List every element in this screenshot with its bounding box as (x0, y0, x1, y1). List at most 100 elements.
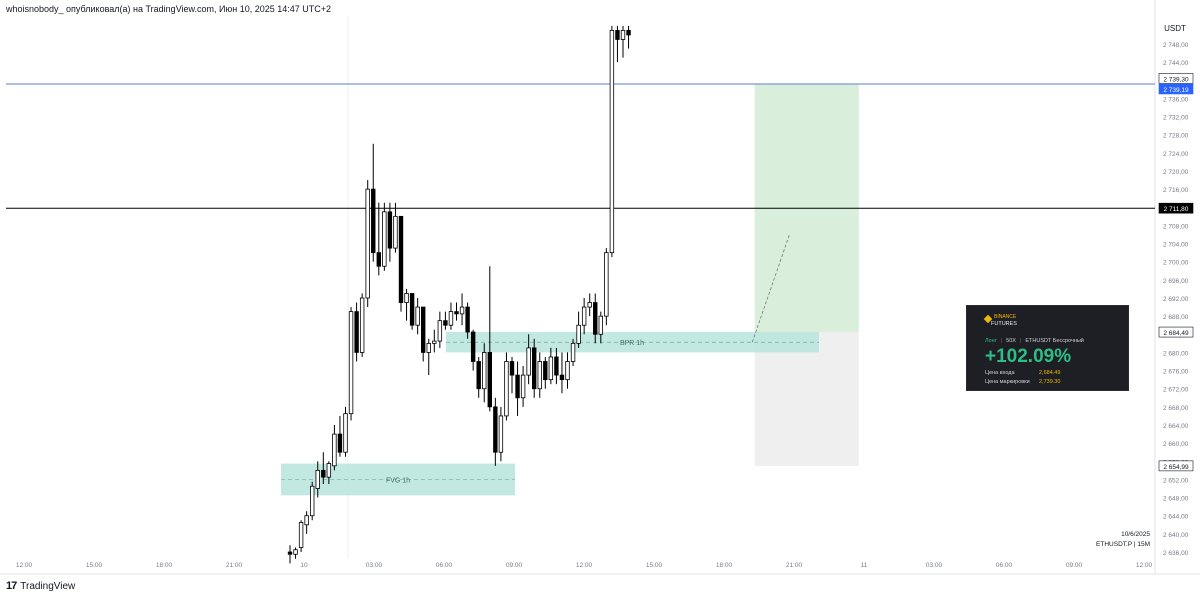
x-tick-label: 21:00 (786, 562, 803, 569)
brand-top: BINANCE (994, 314, 1017, 320)
y-tick-label: 2 704,00 (1163, 242, 1189, 249)
candle-up (426, 342, 431, 353)
candle-down (554, 356, 559, 376)
mark-row: Цена маркировки 2,739.30 (985, 379, 1060, 385)
price-axis-label-box (1158, 202, 1194, 214)
candle-up (432, 340, 437, 344)
candle-up (504, 361, 509, 417)
tradingview-footer[interactable]: 17 TradingView (6, 580, 75, 592)
zone-label: FVG 1h (386, 477, 410, 484)
y-tick-label: 2 644,00 (1163, 514, 1189, 521)
stop-loss-zone (754, 332, 859, 466)
candle-down (465, 306, 470, 333)
candle-up (448, 311, 454, 326)
x-tick-label: 15:00 (86, 562, 103, 569)
y-tick-label: 2 668,00 (1163, 405, 1189, 412)
y-tick-label: 2 744,00 (1163, 60, 1189, 67)
candle-up (393, 215, 398, 249)
position-leverage: 50X (1006, 338, 1016, 344)
candle-up (620, 29, 626, 40)
entry-row: Цена входа 2,684.49 (985, 370, 1060, 376)
y-tick-label: 2 748,00 (1163, 42, 1189, 49)
candle-down (476, 361, 481, 390)
candle-up (326, 463, 332, 478)
candle-down (532, 347, 537, 390)
y-tick-label: 2 676,00 (1163, 369, 1189, 376)
candle-up (293, 549, 298, 555)
candle-down (626, 29, 631, 36)
price-axis-label: 2 711,80 (1164, 206, 1189, 213)
candle-down (515, 374, 520, 399)
position-contract: ETHUSDT Бессрочный (1025, 338, 1084, 344)
x-tick-label: 12:00 (576, 562, 593, 569)
x-tick-label: 06:00 (996, 562, 1013, 569)
trade-path-line (751, 234, 790, 343)
y-tick-label: 2 652,00 (1163, 477, 1189, 484)
y-tick-label: 2 708,00 (1163, 223, 1189, 230)
x-tick-label: 21:00 (226, 562, 243, 569)
candle-down (509, 361, 515, 376)
price-axis-label-box (1158, 83, 1194, 95)
y-tick-label: 2 672,00 (1163, 387, 1189, 394)
mark-label: Цена маркировки (985, 379, 1030, 385)
candle-up (332, 433, 337, 467)
candle-up (404, 293, 409, 303)
y-tick-label: 2 688,00 (1163, 314, 1189, 321)
y-tick-label: 2 716,00 (1163, 187, 1189, 194)
price-axis-label-box (1158, 460, 1194, 472)
y-tick-label: 2 728,00 (1163, 133, 1189, 140)
candle-up (498, 415, 504, 453)
candle-up (365, 188, 370, 299)
tradingview-logo-icon: 17 (6, 580, 17, 592)
candle-up (587, 302, 592, 308)
candle-down (321, 469, 326, 478)
zone-box (446, 332, 819, 353)
price-axis-label: 2 654,99 (1163, 464, 1189, 471)
candle-up (298, 522, 304, 548)
x-tick-label: 09:00 (1066, 562, 1083, 569)
x-tick-label: 18:00 (716, 562, 733, 569)
candle-down (409, 293, 415, 326)
entry-value: 2,684.49 (1039, 370, 1061, 376)
price-axis-label: 2 684,49 (1163, 330, 1189, 337)
y-tick-label: 2 720,00 (1163, 169, 1189, 176)
x-tick-label: 10 (300, 562, 308, 569)
y-tick-label: 2 660,00 (1163, 441, 1189, 448)
x-tick-label: 12:00 (16, 562, 33, 569)
candle-down (493, 406, 498, 453)
candle-up (537, 361, 542, 390)
chart-date: 10/6/2025 (1121, 531, 1150, 538)
candle-up (359, 297, 365, 353)
chart-symbol: ETHUSDT.P | 15M (1096, 541, 1150, 548)
candle-down (559, 374, 565, 381)
candle-down (615, 29, 620, 40)
y-tick-label: 2 692,00 (1163, 296, 1189, 303)
y-tick-label: 2 696,00 (1163, 278, 1189, 285)
candle-up (343, 413, 348, 453)
x-tick-label: 12:00 (1136, 562, 1153, 569)
candle-up (309, 485, 315, 517)
candle-down (387, 211, 393, 249)
publication-header: whoisnobody_ опубликовал(а) на TradingVi… (6, 4, 332, 14)
candle-up (459, 306, 465, 315)
x-tick-label: 18:00 (156, 562, 173, 569)
price-axis-label-box (1158, 73, 1194, 84)
candle-down (354, 311, 359, 353)
candle-up (526, 347, 531, 376)
candle-down (470, 331, 476, 362)
candle-up (581, 306, 587, 326)
candle-down (543, 361, 548, 381)
candle-down (337, 433, 343, 453)
price-axis-label-box (1158, 326, 1194, 338)
x-tick-label: 03:00 (366, 562, 383, 569)
candle-down (420, 306, 426, 353)
candle-down (443, 320, 448, 326)
y-tick-label: 2 636,00 (1163, 550, 1189, 557)
y-tick-label: 2 732,00 (1163, 115, 1189, 122)
candle-down (487, 352, 492, 408)
entry-label: Цена входа (985, 370, 1015, 376)
y-tick-label: 2 640,00 (1163, 532, 1189, 539)
price-axis-label: 2 739,30 (1163, 76, 1189, 83)
candle-up (304, 515, 309, 526)
